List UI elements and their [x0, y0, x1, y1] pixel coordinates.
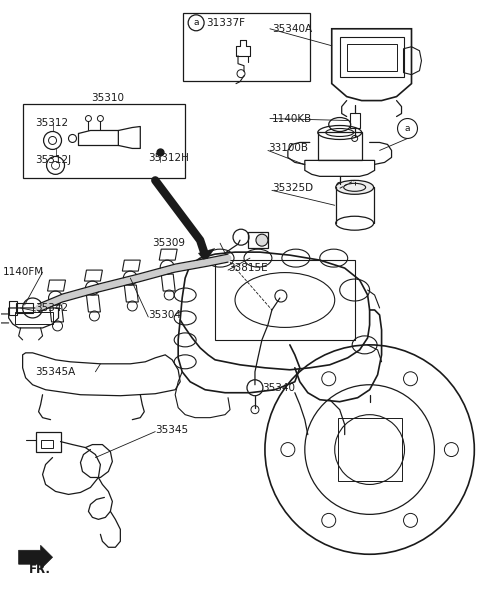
- Text: 35309: 35309: [152, 238, 185, 248]
- Text: 35310: 35310: [91, 93, 124, 103]
- Circle shape: [256, 234, 268, 246]
- Text: a: a: [405, 124, 410, 133]
- Text: 31337F: 31337F: [206, 18, 245, 28]
- Text: 33815E: 33815E: [228, 263, 268, 273]
- Text: 35312J: 35312J: [36, 155, 72, 166]
- Text: 35340A: 35340A: [272, 24, 312, 33]
- Text: 35345A: 35345A: [36, 367, 76, 377]
- Text: 1140KB: 1140KB: [272, 114, 312, 124]
- Ellipse shape: [336, 181, 373, 194]
- Text: 35340: 35340: [262, 383, 295, 393]
- Text: 35342: 35342: [36, 303, 69, 313]
- Text: FR.: FR.: [29, 563, 50, 576]
- Text: 35325D: 35325D: [272, 184, 313, 193]
- Text: 35304: 35304: [148, 310, 181, 320]
- Text: a: a: [193, 19, 199, 28]
- Text: 35312H: 35312H: [148, 154, 189, 163]
- Text: 33100B: 33100B: [268, 144, 308, 154]
- Text: 35345: 35345: [155, 425, 188, 435]
- Text: 1140FM: 1140FM: [3, 267, 44, 277]
- Text: 35312: 35312: [36, 118, 69, 127]
- Polygon shape: [198, 248, 215, 262]
- Polygon shape: [19, 545, 52, 569]
